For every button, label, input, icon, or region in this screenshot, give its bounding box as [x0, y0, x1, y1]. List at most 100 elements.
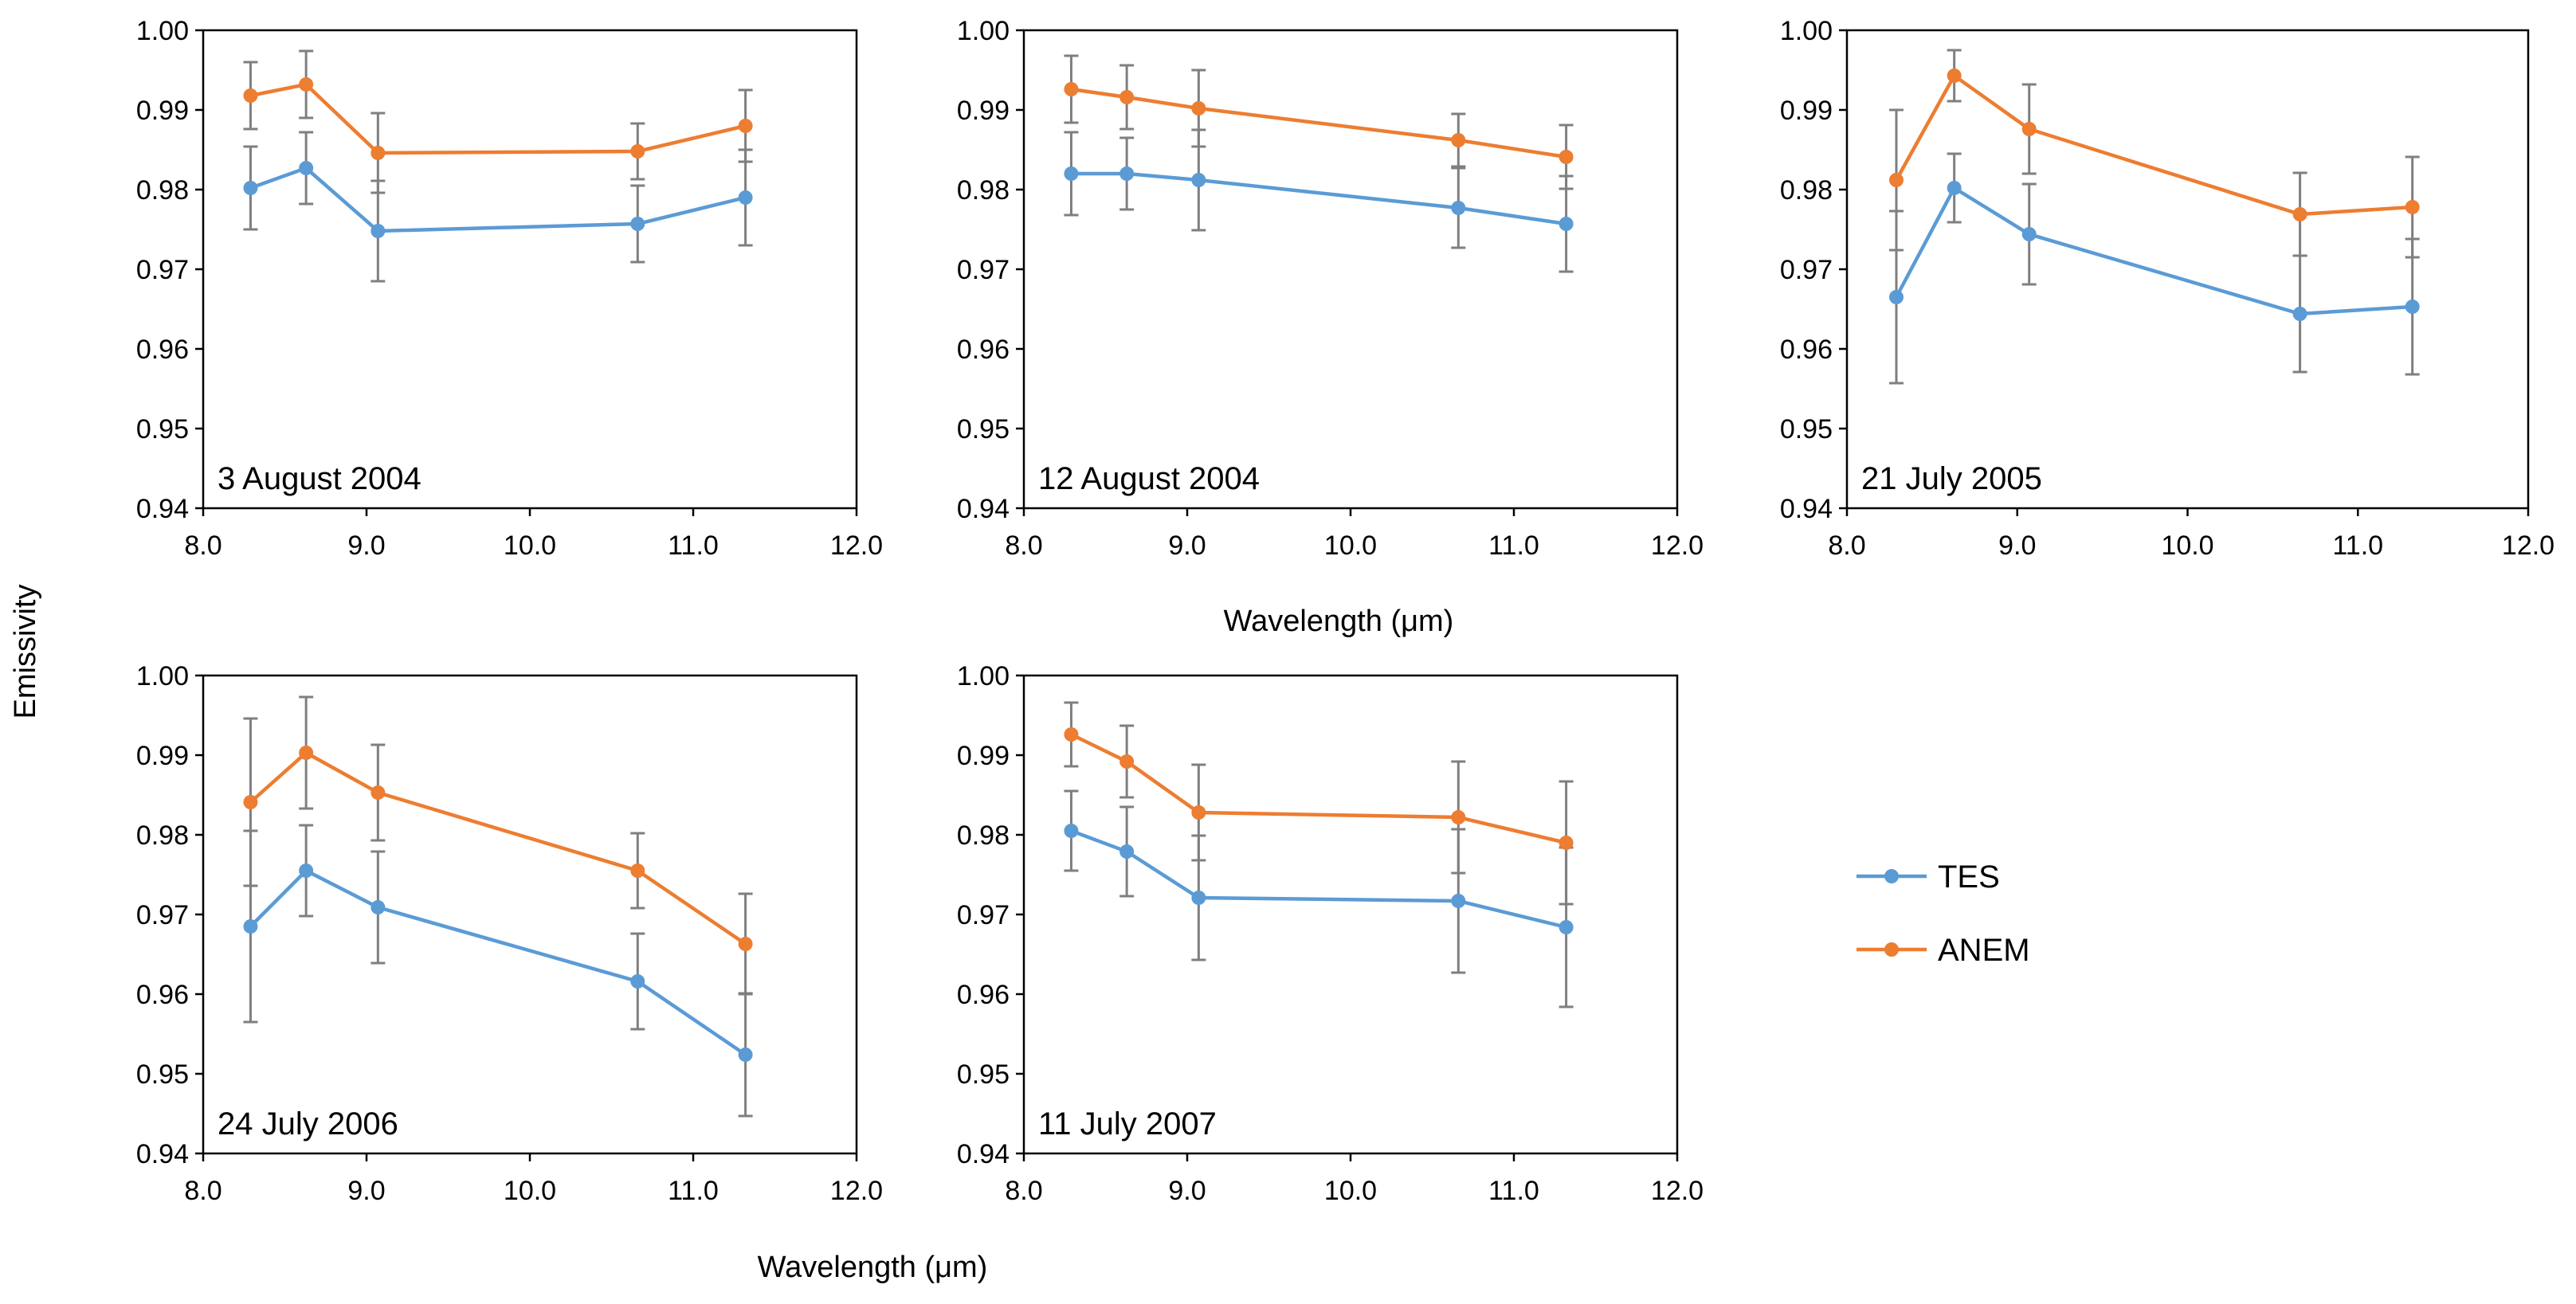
data-point-anem — [738, 119, 753, 133]
panel-date-label: 21 July 2005 — [1861, 461, 2042, 496]
x-tick-label: 11.0 — [2332, 531, 2383, 561]
data-point-tes — [243, 919, 258, 934]
y-tick-label: 0.99 — [957, 96, 1010, 126]
data-point-anem — [1888, 173, 1904, 187]
y-tick-label: 1.00 — [1780, 16, 1833, 46]
y-tick-label: 0.98 — [957, 820, 1010, 851]
y-tick-label: 0.96 — [136, 335, 189, 365]
data-point-tes — [1191, 173, 1206, 187]
y-tick-label: 0.98 — [957, 175, 1010, 206]
y-tick-label: 0.94 — [1780, 494, 1833, 524]
x-tick-label: 12.0 — [830, 1176, 883, 1206]
x-tick-label: 10.0 — [1324, 531, 1377, 561]
y-tick-label: 0.98 — [136, 820, 189, 851]
plot-frame — [202, 674, 858, 1155]
data-point-anem — [299, 746, 314, 760]
x-axis-title-top: Wavelength (μm) — [1224, 605, 1454, 638]
series-anem — [243, 695, 753, 996]
data-point-anem — [630, 144, 645, 159]
y-tick-label: 0.95 — [136, 1059, 189, 1090]
data-point-tes — [1191, 891, 1206, 905]
data-point-anem — [1119, 754, 1135, 769]
data-point-anem — [1064, 82, 1079, 96]
y-axis-title: Emissivity — [9, 585, 42, 719]
data-point-tes — [1451, 894, 1466, 908]
y-tick-label: 0.95 — [136, 414, 189, 444]
x-tick-label: 10.0 — [504, 1176, 556, 1206]
data-point-anem — [1191, 101, 1206, 116]
series-line-tes — [249, 166, 747, 233]
data-point-tes — [2405, 300, 2420, 314]
y-tick-label: 0.97 — [136, 255, 189, 285]
series-tes — [243, 131, 753, 283]
y-tick-label: 1.00 — [957, 16, 1010, 46]
y-tick-label: 0.96 — [957, 980, 1010, 1010]
x-tick-label: 9.0 — [347, 1176, 385, 1206]
legend-tes-label: TES — [1938, 860, 2000, 895]
data-point-tes — [1119, 844, 1135, 859]
y-tick-label: 0.99 — [957, 741, 1010, 771]
series-tes — [1064, 789, 1574, 1008]
y-tick-label: 0.99 — [1780, 96, 1833, 126]
series-line-tes — [1071, 171, 1566, 226]
y-tick-label: 0.98 — [136, 175, 189, 206]
data-point-tes — [371, 900, 386, 914]
y-tick-label: 1.00 — [957, 661, 1010, 691]
data-point-anem — [1064, 727, 1079, 742]
data-point-tes — [371, 224, 386, 238]
x-tick-label: 12.0 — [2502, 531, 2554, 561]
chart-panels: 0.94 0.95 0.96 0.97 0.98 0.99 1.00 8.0 9.0 10.0 11… — [136, 16, 2554, 1206]
data-point-tes — [2021, 227, 2037, 241]
series-anem — [1888, 49, 2420, 259]
series-line-tes — [1070, 828, 1567, 930]
x-tick-label: 9.0 — [1168, 531, 1206, 561]
series-tes — [1064, 128, 1574, 273]
x-tick-label: 12.0 — [1651, 1176, 1704, 1206]
y-tick-label: 0.96 — [957, 335, 1010, 365]
data-point-anem — [630, 863, 645, 878]
legend: TES ANEM — [1857, 860, 2030, 968]
data-point-anem — [1559, 836, 1574, 850]
data-point-tes — [630, 974, 645, 989]
data-point-anem — [243, 88, 258, 103]
y-tick-label: 0.99 — [136, 741, 189, 771]
y-tick-label: 0.95 — [957, 414, 1010, 444]
chart-panel: 0.94 0.95 0.96 0.97 0.98 0.99 1.00 8.0 9.0 10.0 11… — [957, 16, 1704, 561]
series-line-anem — [1895, 72, 2413, 217]
data-point-anem — [1451, 133, 1466, 147]
series-line-anem — [1071, 87, 1566, 159]
x-tick-label: 8.0 — [1005, 1176, 1042, 1206]
x-tick-label: 11.0 — [1488, 531, 1539, 561]
legend-anem-label: ANEM — [1938, 933, 2030, 968]
data-point-anem — [1947, 69, 1962, 83]
panel-date-label: 12 August 2004 — [1038, 461, 1260, 496]
y-tick-label: 0.94 — [957, 494, 1010, 524]
data-point-anem — [371, 785, 386, 800]
data-point-tes — [2292, 307, 2307, 321]
legend-anem-swatch-marker — [1884, 942, 1899, 957]
legend-tes-swatch-marker — [1884, 869, 1899, 883]
y-tick-label: 0.97 — [957, 900, 1010, 930]
data-point-tes — [1064, 824, 1079, 838]
data-point-tes — [243, 181, 258, 195]
y-tick-label: 0.98 — [1780, 175, 1833, 206]
series-anem — [1064, 701, 1574, 906]
x-tick-label: 9.0 — [1998, 531, 2036, 561]
series-line-tes — [249, 868, 747, 1056]
x-tick-label: 12.0 — [830, 531, 883, 561]
data-point-tes — [1559, 920, 1574, 934]
chart-panel: 0.94 0.95 0.96 0.97 0.98 0.99 1.00 8.0 9.0 10.0 11… — [136, 661, 883, 1206]
y-tick-label: 0.95 — [1780, 414, 1833, 444]
x-tick-label: 11.0 — [668, 1176, 719, 1206]
series-tes — [243, 824, 753, 1118]
series-tes — [1888, 152, 2420, 385]
y-tick-label: 0.95 — [957, 1059, 1010, 1090]
x-tick-label: 9.0 — [1168, 1176, 1206, 1206]
data-point-anem — [299, 77, 314, 92]
data-point-tes — [630, 217, 645, 231]
data-point-anem — [2405, 200, 2420, 214]
x-tick-label: 8.0 — [1828, 531, 1865, 561]
data-point-anem — [2292, 207, 2307, 221]
y-tick-label: 0.97 — [957, 255, 1010, 285]
series-line-anem — [1070, 732, 1567, 845]
